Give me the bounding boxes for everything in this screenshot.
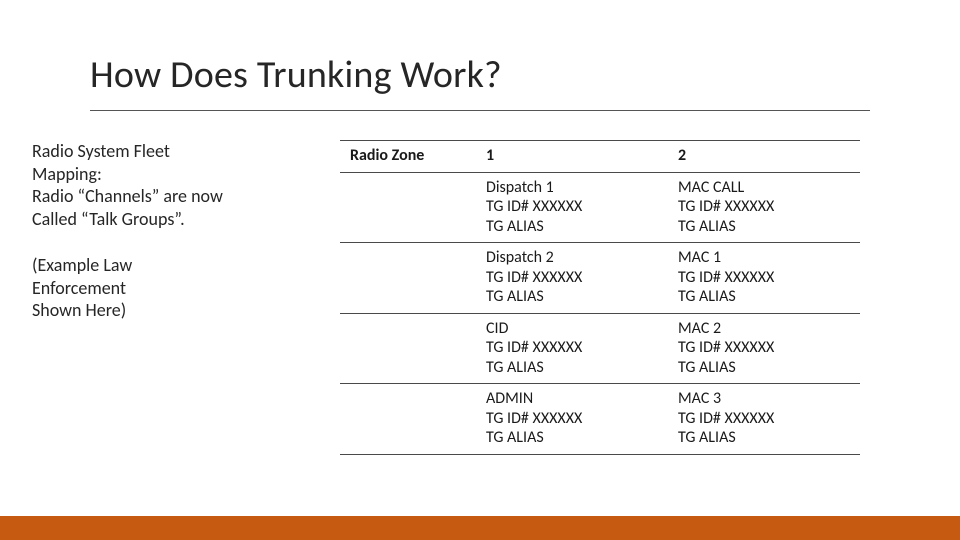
left-p1-l1: Radio System Fleet xyxy=(32,140,170,162)
footer-accent-bar xyxy=(0,516,960,540)
left-paragraph-2: (Example Law Enforcement Shown Here) xyxy=(32,254,292,322)
cell-c0 xyxy=(340,313,476,384)
title-underline xyxy=(90,110,870,111)
cell-c2: MAC 3 TG ID# XXXXXX TG ALIAS xyxy=(668,384,860,455)
cell-c2: MAC 1 TG ID# XXXXXX TG ALIAS xyxy=(668,243,860,314)
left-p2-l3: Shown Here) xyxy=(32,299,126,321)
cell-c1: Dispatch 1 TG ID# XXXXXX TG ALIAS xyxy=(476,172,668,243)
table-row: Dispatch 1 TG ID# XXXXXX TG ALIAS MAC CA… xyxy=(340,172,860,243)
table-row: CID TG ID# XXXXXX TG ALIAS MAC 2 TG ID# … xyxy=(340,313,860,384)
left-p1-l3: Radio “Channels” are now xyxy=(32,185,223,207)
cell-c1: ADMIN TG ID# XXXXXX TG ALIAS xyxy=(476,384,668,455)
th-zone-1: 1 xyxy=(476,141,668,173)
cell-c2: MAC 2 TG ID# XXXXXX TG ALIAS xyxy=(668,313,860,384)
table-row: Dispatch 2 TG ID# XXXXXX TG ALIAS MAC 1 … xyxy=(340,243,860,314)
th-zone-2: 2 xyxy=(668,141,860,173)
left-p1-l4: Called “Talk Groups”. xyxy=(32,208,185,230)
left-p2-l2: Enforcement xyxy=(32,277,126,299)
left-p2-l1: (Example Law xyxy=(32,254,132,276)
cell-c0 xyxy=(340,384,476,455)
cell-c0 xyxy=(340,243,476,314)
cell-c1: Dispatch 2 TG ID# XXXXXX TG ALIAS xyxy=(476,243,668,314)
slide-title: How Does Trunking Work? xyxy=(90,52,502,98)
cell-c2: MAC CALL TG ID# XXXXXX TG ALIAS xyxy=(668,172,860,243)
th-radio-zone: Radio Zone xyxy=(340,141,476,173)
left-paragraph-1: Radio System Fleet Mapping: Radio “Chann… xyxy=(32,140,292,230)
table-header-row: Radio Zone 1 2 xyxy=(340,141,860,173)
left-text-block: Radio System Fleet Mapping: Radio “Chann… xyxy=(32,140,292,346)
cell-c1: CID TG ID# XXXXXX TG ALIAS xyxy=(476,313,668,384)
cell-c0 xyxy=(340,172,476,243)
talkgroup-table: Radio Zone 1 2 Dispatch 1 TG ID# XXXXXX … xyxy=(340,140,860,455)
table-row: ADMIN TG ID# XXXXXX TG ALIAS MAC 3 TG ID… xyxy=(340,384,860,455)
slide: How Does Trunking Work? Radio System Fle… xyxy=(0,0,960,540)
left-p1-l2: Mapping: xyxy=(32,163,102,185)
